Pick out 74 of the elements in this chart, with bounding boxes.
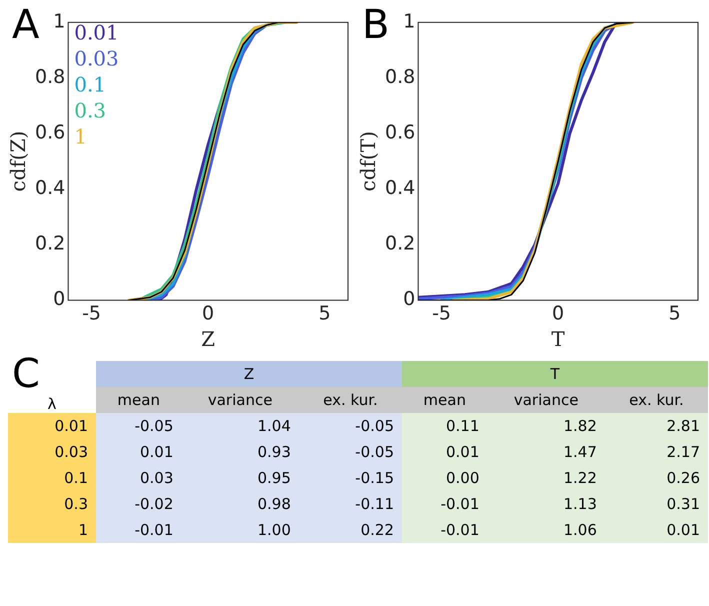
data-label: 0.01 [604, 517, 708, 543]
text: 1 [74, 124, 87, 149]
x-tick-label: ex. kur. [604, 387, 708, 413]
chart-title: B [362, 2, 390, 48]
data-label: 0.26 [604, 465, 708, 491]
y-tick-label: 0.8 [35, 66, 66, 88]
x-tick-label: mean [96, 387, 182, 413]
x-tick-label: variance [487, 387, 605, 413]
data-label: -0.01 [96, 517, 182, 543]
x-axis-title: Z [201, 327, 216, 352]
text: T [402, 361, 708, 387]
data-label: 0.95 [181, 465, 299, 491]
y-tick-label: 0.8 [385, 66, 416, 88]
data-label: -0.05 [298, 439, 402, 465]
x-tick-label: ex. kur. [298, 387, 402, 413]
data-label: 0.01 [402, 439, 488, 465]
y-axis-title: λ [48, 395, 56, 413]
text: 0.1 [74, 72, 106, 97]
data-label: 0.01 [96, 439, 182, 465]
data-label: 1.00 [181, 517, 299, 543]
y-tick-label: 0.2 [35, 232, 66, 255]
y-tick-label: 0 [403, 288, 416, 310]
data-label: 0.93 [181, 439, 299, 465]
data-label: -0.11 [298, 491, 402, 517]
y-tick-label: 0.6 [385, 121, 416, 144]
data-label: 0.03 [96, 465, 182, 491]
row-header-cell: 0.03 [8, 439, 96, 465]
y-tick-label: 0.6 [35, 121, 66, 144]
y-tick-label: 1 [403, 10, 416, 32]
x-tick-label: -5 [82, 302, 102, 325]
x-tick-label: 5 [668, 302, 681, 325]
x-tick-label: -5 [432, 302, 452, 325]
data-label: -0.05 [96, 413, 182, 439]
x-tick-label: 0 [552, 302, 564, 325]
chart-title: A [12, 2, 40, 48]
y-tick-label: 0.4 [35, 177, 66, 200]
x-tick-label: 0 [202, 302, 214, 325]
row-header-cell: 0.1 [8, 465, 96, 491]
data-label: 1.82 [487, 413, 605, 439]
text: 0.01 [74, 20, 119, 45]
row-header-cell: 0.3 [8, 491, 96, 517]
x-axis-title: T [551, 327, 566, 352]
data-label: -0.01 [402, 491, 488, 517]
chart-title: C [12, 351, 40, 397]
y-tick-label: 0 [53, 288, 66, 310]
data-label: 1.22 [487, 465, 605, 491]
text: Z [96, 361, 402, 387]
x-tick-label: 5 [318, 302, 331, 325]
y-tick-label: 0.4 [385, 177, 416, 200]
data-label: 0.22 [298, 517, 402, 543]
data-label: 2.81 [604, 413, 708, 439]
data-label: -0.15 [298, 465, 402, 491]
data-label: 2.17 [604, 439, 708, 465]
data-label: 0.98 [181, 491, 299, 517]
data-label: -0.02 [96, 491, 182, 517]
row-header-cell: 1 [8, 517, 96, 543]
text: 0.03 [74, 46, 119, 71]
data-label: 0.31 [604, 491, 708, 517]
data-label: -0.01 [402, 517, 488, 543]
data-label: 1.04 [181, 413, 299, 439]
data-label: 0.11 [402, 413, 488, 439]
data-label: 0.00 [402, 465, 488, 491]
y-axis-title: cdf(T) [356, 131, 380, 192]
x-tick-label: mean [402, 387, 488, 413]
data-label: 1.13 [487, 491, 605, 517]
data-label: 1.06 [487, 517, 605, 543]
text: 0.3 [74, 98, 106, 123]
row-header-cell: 0.01 [8, 413, 96, 439]
data-label: 1.47 [487, 439, 605, 465]
y-tick-label: 0.2 [385, 232, 416, 255]
y-tick-label: 1 [53, 10, 66, 32]
x-tick-label: variance [181, 387, 299, 413]
y-axis-title: cdf(Z) [6, 130, 30, 192]
data-label: -0.05 [298, 413, 402, 439]
